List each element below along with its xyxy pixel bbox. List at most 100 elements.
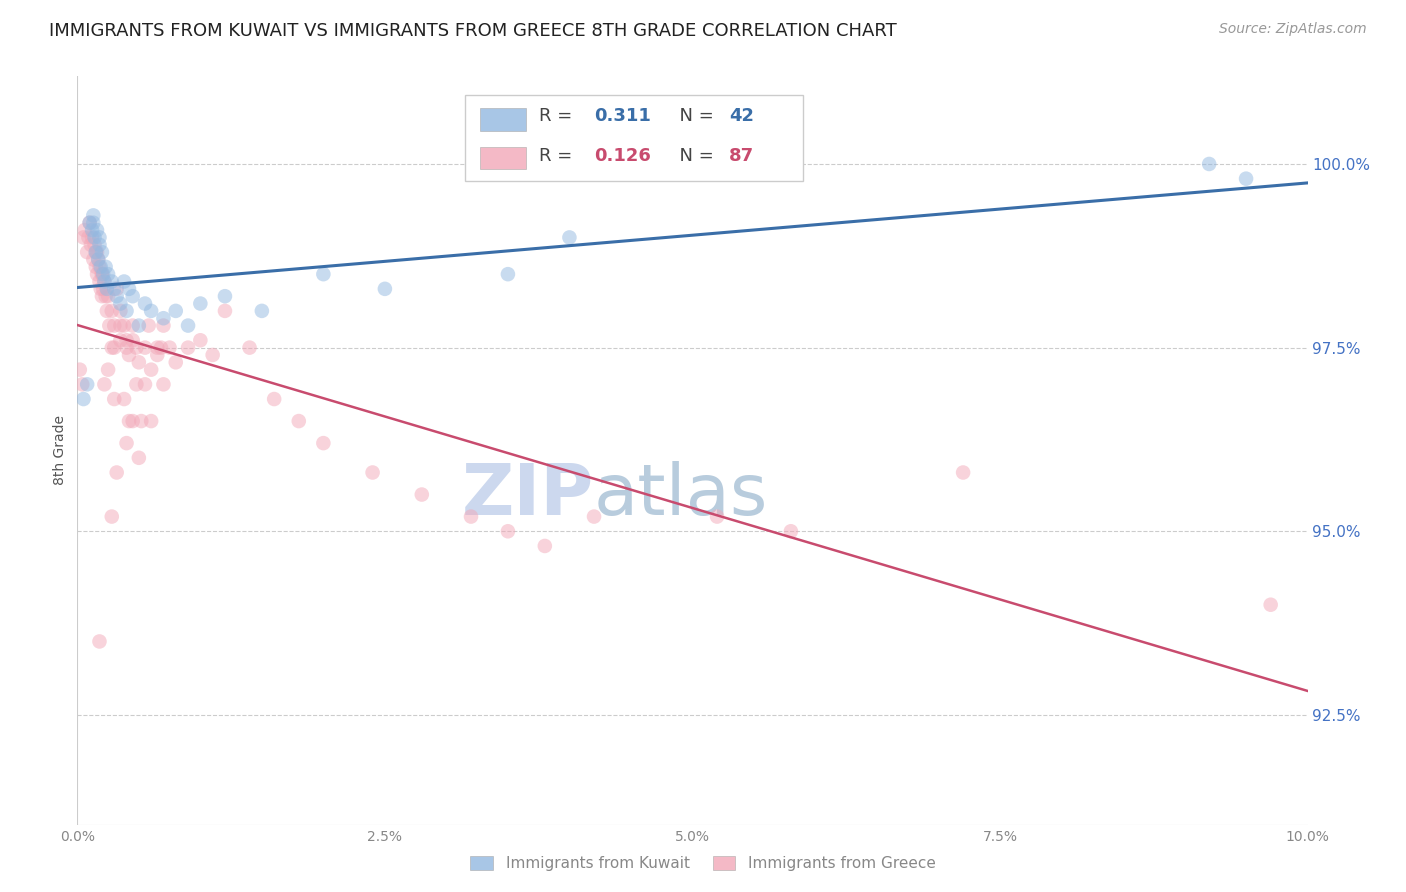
Point xyxy=(69,362,91,376)
Point xyxy=(82,230,104,244)
Text: N =: N = xyxy=(668,106,720,125)
Point xyxy=(110,296,132,310)
Point xyxy=(89,260,111,274)
Point xyxy=(558,230,581,244)
Point xyxy=(496,267,519,281)
Point xyxy=(112,318,135,333)
Point xyxy=(110,318,132,333)
Point xyxy=(98,318,121,333)
Point xyxy=(97,289,120,303)
Point xyxy=(152,318,174,333)
Point xyxy=(177,341,200,355)
Point xyxy=(90,282,112,296)
Point xyxy=(87,252,110,267)
Point xyxy=(96,304,118,318)
Y-axis label: 8th Grade: 8th Grade xyxy=(53,416,67,485)
Point xyxy=(460,509,482,524)
FancyBboxPatch shape xyxy=(465,95,803,181)
Point xyxy=(128,450,150,465)
Point xyxy=(101,304,124,318)
Point xyxy=(97,267,120,281)
Point xyxy=(89,275,111,289)
Point xyxy=(94,289,117,303)
Point xyxy=(118,348,141,362)
Point xyxy=(134,341,156,355)
Point xyxy=(110,333,132,347)
Point xyxy=(103,341,125,355)
Point xyxy=(93,275,115,289)
Point xyxy=(83,237,105,252)
Point xyxy=(73,223,96,237)
Point xyxy=(93,377,115,392)
Point xyxy=(89,634,111,648)
Point xyxy=(141,414,163,428)
Text: atlas: atlas xyxy=(595,461,769,530)
Point xyxy=(214,289,236,303)
Point xyxy=(103,282,125,296)
Text: 0.126: 0.126 xyxy=(595,147,651,165)
Point xyxy=(188,296,212,310)
Point xyxy=(72,230,94,244)
Point xyxy=(76,245,98,260)
Point xyxy=(86,245,108,260)
Point xyxy=(77,230,100,244)
Point xyxy=(84,260,107,274)
Point xyxy=(128,318,150,333)
Point xyxy=(82,208,104,222)
Point xyxy=(115,304,138,318)
Text: 42: 42 xyxy=(730,106,755,125)
Legend: Immigrants from Kuwait, Immigrants from Greece: Immigrants from Kuwait, Immigrants from … xyxy=(464,849,942,877)
Point xyxy=(177,318,200,333)
Point xyxy=(141,304,163,318)
Text: Source: ZipAtlas.com: Source: ZipAtlas.com xyxy=(1219,22,1367,37)
Point xyxy=(125,341,148,355)
Point xyxy=(79,216,101,230)
Point xyxy=(121,414,143,428)
Point xyxy=(188,333,212,347)
Point xyxy=(780,524,803,539)
Point xyxy=(138,318,160,333)
Point xyxy=(131,414,153,428)
Point xyxy=(112,392,135,406)
Text: IMMIGRANTS FROM KUWAIT VS IMMIGRANTS FROM GREECE 8TH GRADE CORRELATION CHART: IMMIGRANTS FROM KUWAIT VS IMMIGRANTS FRO… xyxy=(49,22,897,40)
Point xyxy=(110,304,132,318)
Point xyxy=(165,304,187,318)
Point xyxy=(952,466,974,480)
Point xyxy=(1198,157,1220,171)
Point xyxy=(89,237,111,252)
Text: 87: 87 xyxy=(730,147,755,165)
Text: R =: R = xyxy=(538,147,578,165)
Point xyxy=(105,466,128,480)
Point xyxy=(72,392,94,406)
Point xyxy=(496,524,519,539)
Point xyxy=(134,296,156,310)
Point xyxy=(152,311,174,326)
FancyBboxPatch shape xyxy=(479,108,526,130)
Point xyxy=(152,377,174,392)
Point xyxy=(80,237,103,252)
Point xyxy=(312,267,335,281)
Text: R =: R = xyxy=(538,106,578,125)
Point xyxy=(91,282,114,296)
Point xyxy=(101,509,124,524)
Point xyxy=(115,333,138,347)
Point xyxy=(263,392,285,406)
Point xyxy=(103,392,125,406)
Point xyxy=(76,377,98,392)
Point xyxy=(150,341,173,355)
Point xyxy=(288,414,311,428)
Text: ZIP: ZIP xyxy=(461,461,595,530)
Point xyxy=(214,304,236,318)
Point xyxy=(159,341,181,355)
Point xyxy=(84,245,107,260)
Point xyxy=(103,318,125,333)
Point xyxy=(121,333,143,347)
Point xyxy=(90,289,114,303)
Point xyxy=(91,267,114,281)
Point xyxy=(101,275,124,289)
Point xyxy=(250,304,273,318)
Point xyxy=(87,252,110,267)
Point xyxy=(105,282,128,296)
Point xyxy=(121,318,143,333)
Point xyxy=(1260,598,1282,612)
